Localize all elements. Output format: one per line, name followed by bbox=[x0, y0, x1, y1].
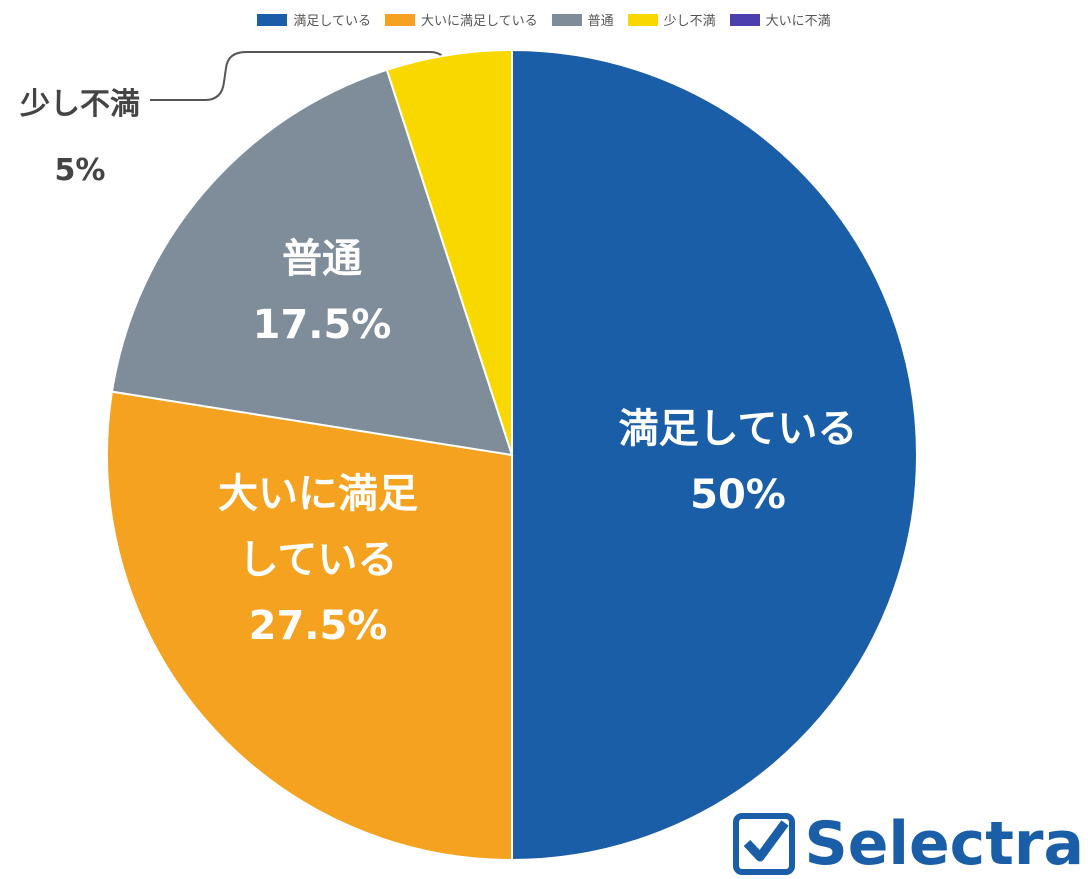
slice-value: 5% bbox=[54, 153, 106, 188]
brand-name: Selectra bbox=[804, 809, 1085, 879]
legend-item: 少し不満 bbox=[627, 10, 716, 29]
slice-label: 普通 17.5% bbox=[172, 226, 472, 358]
pie-slice bbox=[106, 390, 513, 862]
slice-label: 満足している 50% bbox=[588, 396, 888, 528]
legend-swatch bbox=[729, 13, 760, 26]
slice-category: 大いに満足している bbox=[218, 471, 418, 583]
legend-item: 普通 bbox=[551, 10, 614, 29]
slice-value: 27.5% bbox=[248, 603, 388, 649]
logo-icon bbox=[732, 813, 795, 875]
slice-value: 17.5% bbox=[252, 302, 392, 348]
legend-label: 大いに満足している bbox=[420, 14, 538, 29]
legend-swatch bbox=[257, 13, 288, 26]
slice-category: 少し不満 bbox=[20, 87, 140, 122]
slice-value: 50% bbox=[690, 472, 786, 518]
legend: 満足している 大いに満足している 普通 少し不満 大いに不満 bbox=[0, 10, 1088, 29]
legend-swatch bbox=[627, 13, 658, 26]
slice-label: 大いに満足している 27.5% bbox=[203, 461, 433, 659]
legend-item: 大いに不満 bbox=[729, 10, 831, 29]
legend-swatch bbox=[384, 13, 415, 26]
legend-swatch bbox=[551, 13, 582, 26]
logo: Selectra bbox=[732, 809, 1085, 879]
pie-slice bbox=[511, 48, 918, 862]
slice-category: 満足している bbox=[618, 406, 858, 452]
slice-category: 普通 bbox=[282, 236, 362, 282]
legend-label: 普通 bbox=[587, 14, 614, 29]
pie-slice bbox=[110, 68, 514, 457]
legend-label: 満足している bbox=[293, 14, 371, 29]
legend-item: 大いに満足している bbox=[384, 10, 538, 29]
legend-label: 少し不満 bbox=[663, 14, 716, 29]
slice-label: 少し不満 5% bbox=[0, 72, 180, 204]
legend-item: 満足している bbox=[257, 10, 371, 29]
legend-label: 大いに不満 bbox=[765, 14, 831, 29]
